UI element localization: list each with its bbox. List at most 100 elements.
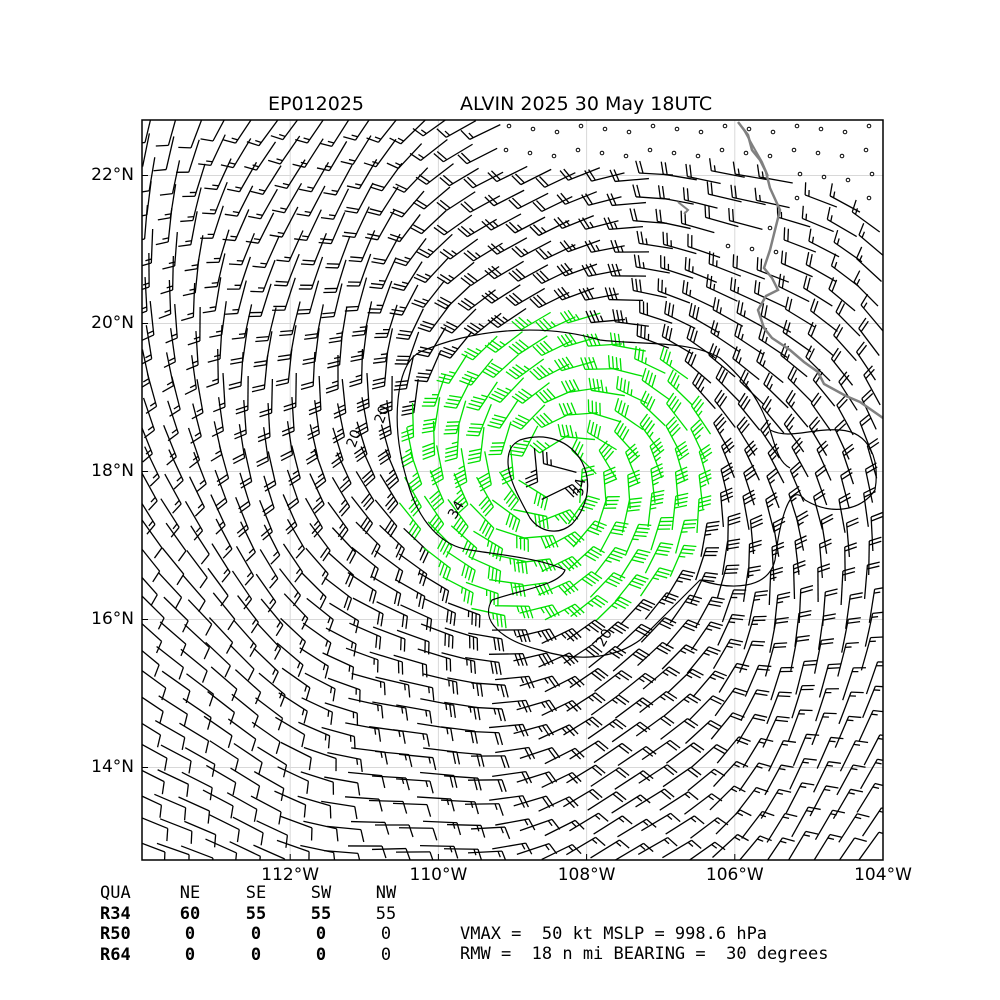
- col-ne: NE: [179, 883, 201, 903]
- wind-barb: [563, 788, 603, 808]
- wind-barb: [715, 366, 741, 403]
- wind-barb: [738, 762, 771, 792]
- wind-barb: [274, 159, 306, 190]
- wind-barb: [657, 278, 691, 304]
- wind-barb: [321, 283, 343, 319]
- wind-barb: [660, 161, 697, 181]
- wind-barb: [226, 256, 251, 290]
- wind-barb: [715, 809, 752, 835]
- wind-barb: [688, 841, 726, 860]
- wind-barb: [856, 782, 883, 813]
- wind-barb: [371, 575, 402, 607]
- r34-se: 55: [245, 903, 267, 924]
- vmax-mslp-line: VMAX = 50 kt MSLP = 998.6 hPa: [460, 924, 768, 944]
- contour-34kt: [507, 436, 589, 532]
- wind-barb: [255, 573, 277, 613]
- wind-barb: [487, 165, 528, 183]
- wind-barb: [303, 746, 337, 772]
- wind-barb: [153, 136, 175, 172]
- wind-barb: [593, 815, 633, 835]
- wind-barb: [698, 443, 713, 485]
- wind-barb: [400, 427, 414, 468]
- wind-barb: [349, 622, 382, 650]
- wind-barb: [184, 747, 216, 777]
- wind-barb: [541, 772, 582, 788]
- wind-barb: [304, 304, 324, 340]
- r34-sw: 55: [310, 903, 332, 924]
- wind-barb: [282, 494, 298, 535]
- wind-barb: [180, 187, 202, 223]
- wind-barb: [158, 279, 172, 320]
- wind-barb: [816, 736, 844, 769]
- wind-barb: [304, 672, 336, 702]
- contour-label: 20: [344, 428, 365, 450]
- wind-barb: [226, 792, 258, 822]
- wind-barb: [544, 819, 585, 837]
- wind-barb: [861, 807, 883, 837]
- wind-barb: [476, 476, 494, 517]
- wind-barb: [421, 397, 441, 434]
- wind-barb: [207, 567, 229, 607]
- wind-barb: [303, 820, 339, 842]
- wind-barb: [163, 596, 189, 633]
- wind-barb: [272, 277, 296, 311]
- wind-barb: [345, 647, 379, 673]
- wind-barb: [593, 742, 633, 764]
- wind-barb: [466, 403, 492, 437]
- wind-barb: [275, 349, 293, 387]
- wind-barb: [841, 443, 855, 485]
- wind-barb: [324, 776, 361, 796]
- wind-barb: [720, 462, 734, 503]
- wind-barb: [351, 496, 374, 535]
- calm-marker: [551, 153, 557, 159]
- wind-barb: [142, 696, 164, 724]
- calm-marker: [791, 147, 797, 153]
- wind-barb: [267, 135, 301, 165]
- wind-barb: [417, 648, 452, 672]
- wind-barb: [685, 719, 722, 744]
- wind-barb: [765, 492, 778, 533]
- wind-barb: [641, 367, 671, 401]
- wind-barb: [453, 448, 468, 489]
- wind-barb: [367, 280, 393, 314]
- wind-barb: [300, 351, 316, 391]
- wind-barb: [421, 373, 447, 407]
- wind-barb: [839, 740, 869, 772]
- wind-barb: [187, 599, 213, 636]
- wind-barb: [581, 263, 622, 277]
- wind-barb: [208, 813, 240, 843]
- wind-barb: [477, 451, 492, 492]
- wind-barb: [671, 492, 689, 530]
- wind-barb: [184, 500, 204, 541]
- wind-barb: [529, 219, 570, 237]
- lat-tick-label: 14°N: [91, 756, 134, 777]
- wind-barb: [535, 244, 576, 260]
- wind-barb: [841, 617, 861, 653]
- wind-barb: [332, 403, 346, 444]
- wind-barb: [371, 775, 410, 791]
- wind-barb: [374, 304, 398, 339]
- wind-barb: [556, 332, 598, 348]
- wind-barb: [468, 632, 505, 652]
- wind-barb: [684, 348, 712, 384]
- wind-barb: [690, 395, 712, 435]
- wind-barb: [275, 716, 306, 748]
- wind-barb: [270, 120, 299, 141]
- calm-marker: [863, 147, 869, 153]
- wind-barb: [466, 381, 498, 411]
- wind-barb: [690, 572, 718, 604]
- wind-barb: [250, 165, 282, 196]
- calm-marker: [746, 126, 752, 132]
- wind-barb: [286, 469, 300, 511]
- wind-barb: [395, 851, 434, 860]
- wind-barb: [511, 240, 552, 258]
- wind-barb: [634, 346, 666, 374]
- wind-barb: [371, 847, 411, 860]
- wind-barb: [741, 810, 775, 839]
- wind-barb: [612, 309, 649, 327]
- wind-barb: [440, 799, 479, 815]
- calm-marker: [797, 171, 803, 177]
- wind-barb: [444, 423, 460, 462]
- wind-barb: [782, 319, 812, 353]
- wind-barb: [657, 185, 694, 205]
